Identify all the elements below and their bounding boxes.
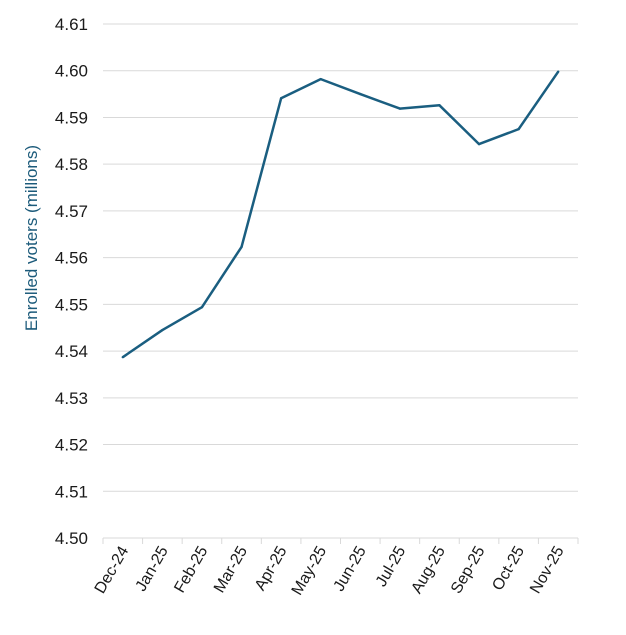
y-tick-label: 4.53	[55, 389, 88, 408]
x-tick-label: Sep-25	[448, 543, 489, 596]
data-point	[359, 92, 362, 96]
gridlines	[102, 23, 579, 544]
data-point	[438, 104, 441, 107]
x-tick-label: May-25	[289, 543, 330, 598]
data-point	[240, 245, 243, 249]
data-point	[200, 305, 204, 309]
x-tick-label: Oct-25	[489, 543, 528, 593]
data-point	[319, 77, 322, 81]
data-point	[279, 97, 283, 100]
x-tick-label: Dec-24	[92, 543, 133, 596]
enrolled-voters-line	[122, 70, 560, 359]
y-tick-label: 4.51	[55, 482, 88, 501]
y-tick-label: 4.56	[55, 249, 88, 268]
y-tick-label: 4.54	[55, 342, 88, 361]
y-tick-label: 4.60	[55, 62, 88, 81]
x-tick-label: Jan-25	[133, 543, 172, 594]
data-point	[517, 127, 520, 131]
y-tick-label: 4.50	[55, 529, 88, 548]
y-tick-label: 4.57	[55, 202, 88, 221]
y-tick-label: 4.52	[55, 436, 88, 455]
y-axis-label: Enrolled voters (millions)	[22, 145, 41, 331]
x-tick-label: Jul-25	[373, 543, 410, 589]
y-tick-label: 4.59	[55, 108, 88, 127]
x-tick-label: Aug-25	[408, 543, 449, 596]
data-point	[557, 70, 560, 73]
x-tick-label: Feb-25	[171, 543, 211, 595]
data-point	[161, 328, 164, 332]
y-tick-labels: 4.50 4.51 4.52 4.53 4.54 4.55 4.56 4.57 4.58 4.59…	[55, 15, 88, 548]
y-tick-label: 4.58	[55, 155, 88, 174]
y-tick-label: 4.61	[55, 15, 88, 34]
y-tick-label: 4.55	[55, 295, 88, 314]
data-point	[477, 142, 481, 146]
data-point	[121, 355, 124, 359]
x-tick-label: Apr-25	[252, 543, 291, 593]
x-tick-label: Jun-25	[331, 543, 370, 594]
data-point	[398, 107, 402, 110]
series-line	[121, 70, 560, 359]
x-tick-label: Nov-25	[527, 543, 568, 596]
x-tick-label: Mar-25	[211, 543, 251, 595]
